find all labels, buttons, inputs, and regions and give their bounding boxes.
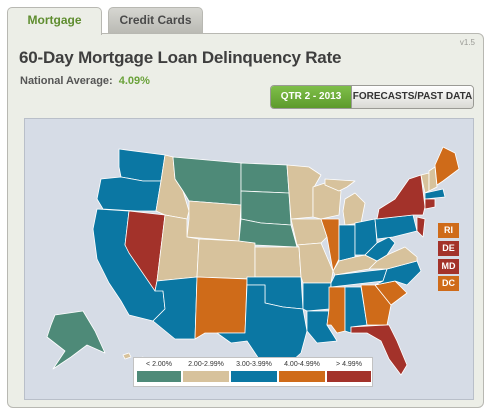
forecasts-button[interactable]: FORECASTS/PAST DATA: [351, 86, 473, 108]
state-WY[interactable]: [186, 200, 242, 242]
legend-label: < 2.00%: [146, 361, 172, 368]
us-map-svg: [46, 146, 460, 378]
state-FL[interactable]: [350, 324, 408, 376]
tab-mortgage[interactable]: Mortgage: [7, 7, 102, 35]
state-AK[interactable]: [46, 310, 106, 370]
national-average-value: 4.09%: [118, 75, 150, 87]
legend-swatch: [327, 371, 371, 382]
state-OR[interactable]: [96, 176, 162, 212]
state-NJ[interactable]: [416, 216, 426, 238]
legend-item: 4.00-4.99%: [279, 361, 325, 385]
state-NY[interactable]: [376, 174, 426, 220]
us-map: RI DE MD DC < 2.00% 2.00-2.99% 3.00-3.99…: [24, 118, 474, 400]
state-GA[interactable]: [360, 284, 392, 326]
legend-label: 2.00-2.99%: [188, 361, 224, 368]
period-button[interactable]: QTR 2 - 2013: [271, 86, 351, 108]
state-CT[interactable]: [424, 198, 436, 210]
legend-item: > 4.99%: [327, 361, 371, 385]
state-NE[interactable]: [238, 218, 298, 248]
state-NM[interactable]: [194, 276, 248, 340]
legend-label: 4.00-4.99%: [284, 361, 320, 368]
badge-md[interactable]: MD: [438, 259, 459, 274]
state-AR[interactable]: [302, 282, 332, 312]
state-MA[interactable]: [424, 188, 446, 200]
state-SD[interactable]: [240, 190, 292, 226]
tab-credit-cards[interactable]: Credit Cards: [108, 7, 203, 34]
period-toggle: QTR 2 - 2013 FORECASTS/PAST DATA: [270, 85, 474, 109]
national-average: National Average: 4.09%: [20, 75, 150, 87]
national-average-label: National Average:: [20, 75, 113, 87]
state-IL[interactable]: [320, 218, 340, 272]
state-MI[interactable]: [324, 178, 356, 192]
version-label: v1.5: [459, 38, 475, 47]
legend-swatch: [137, 371, 181, 382]
legend-label: 3.00-3.99%: [236, 361, 272, 368]
state-ND[interactable]: [240, 162, 290, 194]
state-HI-1[interactable]: [122, 352, 132, 360]
legend-swatch: [279, 371, 325, 382]
main-panel: v1.5 60-Day Mortgage Loan Delinquency Ra…: [7, 33, 484, 408]
legend-swatch: [183, 371, 229, 382]
badge-dc[interactable]: DC: [438, 276, 459, 291]
legend-label: > 4.99%: [336, 361, 362, 368]
legend-item: 3.00-3.99%: [231, 361, 277, 385]
legend-swatch: [231, 371, 277, 382]
map-legend: < 2.00% 2.00-2.99% 3.00-3.99% 4.00-4.99%…: [133, 357, 373, 387]
state-IN[interactable]: [338, 224, 356, 262]
legend-item: < 2.00%: [137, 361, 181, 385]
legend-item: 2.00-2.99%: [183, 361, 229, 385]
state-MO[interactable]: [296, 242, 334, 284]
state-MI-lower[interactable]: [342, 192, 366, 226]
badge-ri[interactable]: RI: [438, 223, 459, 238]
state-IA[interactable]: [290, 218, 328, 246]
state-CO[interactable]: [196, 238, 256, 280]
state-NH[interactable]: [428, 166, 438, 192]
page-title: 60-Day Mortgage Loan Delinquency Rate: [19, 48, 342, 67]
state-KS[interactable]: [254, 246, 302, 278]
state-WA[interactable]: [118, 148, 166, 182]
badge-de[interactable]: DE: [438, 241, 459, 256]
state-ME[interactable]: [434, 146, 460, 186]
state-MS[interactable]: [326, 286, 346, 334]
